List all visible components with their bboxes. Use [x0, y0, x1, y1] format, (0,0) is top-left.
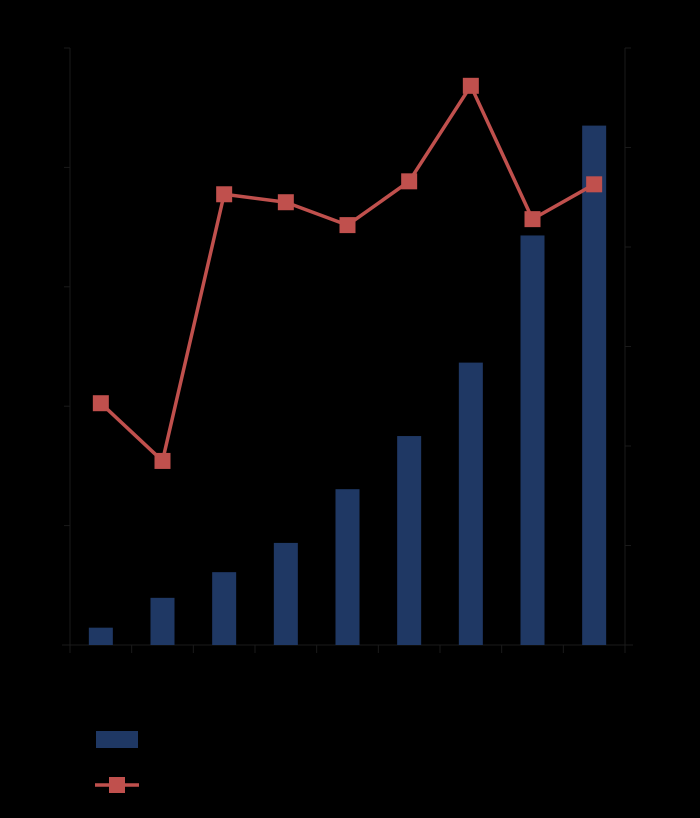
bar — [335, 489, 360, 645]
bar — [458, 362, 483, 645]
line-marker — [216, 186, 233, 203]
bar — [150, 597, 175, 645]
legend-line-marker — [109, 777, 125, 793]
bar — [520, 235, 545, 645]
line-marker — [277, 194, 294, 211]
line-marker — [339, 217, 356, 234]
bar — [88, 627, 113, 645]
legend — [95, 731, 139, 793]
bar — [397, 436, 422, 645]
line-path — [99, 84, 596, 463]
line-series — [92, 77, 603, 469]
line-marker — [462, 77, 479, 94]
line-marker — [401, 173, 418, 190]
bar — [582, 125, 607, 646]
line-marker — [154, 452, 171, 469]
line-marker — [92, 395, 109, 412]
line-marker — [586, 176, 603, 193]
legend-bar-swatch — [96, 731, 138, 748]
bar-series — [88, 125, 607, 646]
line-marker — [524, 211, 541, 228]
bar — [273, 542, 298, 645]
bar — [212, 572, 237, 645]
